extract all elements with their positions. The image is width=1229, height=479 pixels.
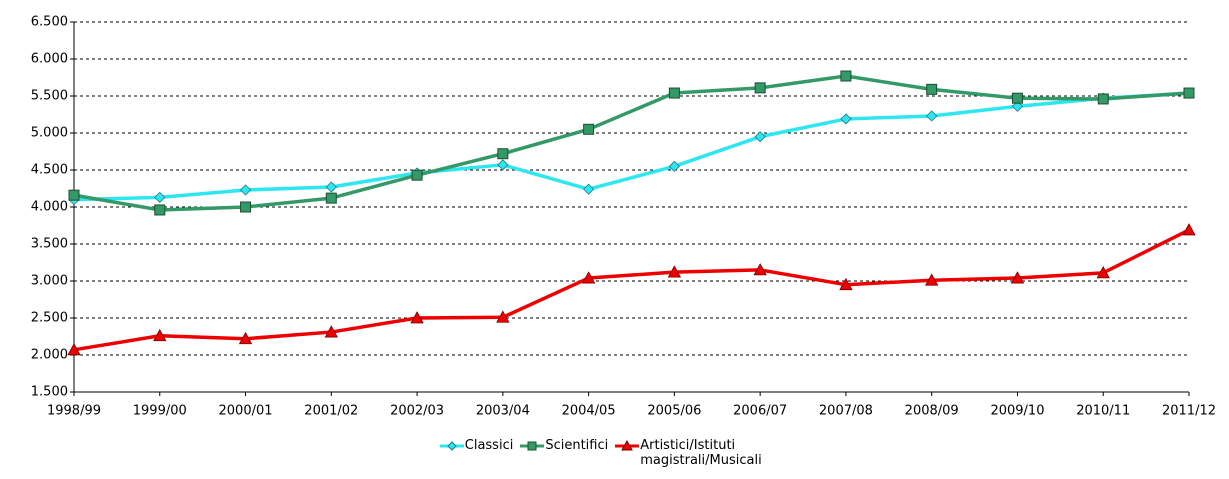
x-tick-label: 2001/02 xyxy=(304,404,358,419)
x-tick-label: 2010/11 xyxy=(1076,404,1130,419)
legend-icon xyxy=(615,440,640,451)
x-tick-label: 2002/03 xyxy=(390,404,444,419)
legend-item: Classici xyxy=(439,438,514,453)
legend-item: Artistici/Istituti magistrali/Musicali xyxy=(614,438,790,468)
marker xyxy=(324,325,338,338)
legend-label: Artistici/Istituti magistrali/Musicali xyxy=(640,438,762,468)
marker xyxy=(154,204,166,216)
y-tick-label: 4.000 xyxy=(31,200,68,215)
x-tick-label: 2007/08 xyxy=(819,404,873,419)
x-tick-label: 2011/12 xyxy=(1162,404,1216,419)
chart: 1.500 2.000 2.500 3.000 3.500 4.000 4.500 5.000… xyxy=(31,15,1216,419)
legend-marker xyxy=(527,441,537,451)
marker xyxy=(581,271,596,284)
legend-marker xyxy=(447,441,457,451)
x-tick-label: 2008/09 xyxy=(905,404,959,419)
marker xyxy=(497,148,509,160)
marker xyxy=(496,310,510,323)
y-tick-label: 2.000 xyxy=(31,348,68,363)
marker xyxy=(153,328,167,342)
marker xyxy=(154,191,166,203)
marker xyxy=(583,183,595,195)
marker xyxy=(325,192,337,204)
marker xyxy=(497,159,509,171)
series-line xyxy=(73,91,1190,202)
marker xyxy=(754,82,766,94)
y-tick-label: 6.500 xyxy=(31,15,68,30)
legend-item: Scientifici xyxy=(519,438,608,453)
marker xyxy=(1011,100,1024,112)
y-tick-label: 3.000 xyxy=(31,274,68,289)
series-line xyxy=(73,74,1190,212)
y-tick-label: 2.500 xyxy=(31,311,68,326)
marker xyxy=(240,201,252,213)
marker xyxy=(754,131,766,143)
x-tick-label: 1998/99 xyxy=(47,404,101,419)
marker xyxy=(68,189,80,201)
legend-marker xyxy=(621,440,634,451)
y-tick-label: 3.500 xyxy=(31,237,68,252)
legend: Classici Scientifici Artistici/Istituti ma… xyxy=(0,438,1229,468)
marker xyxy=(325,181,337,193)
y-tick-label: 6.000 xyxy=(31,52,68,67)
marker xyxy=(1096,266,1110,279)
legend-label: Classici xyxy=(464,438,514,453)
marker xyxy=(1183,87,1195,99)
y-tick-label: 1.500 xyxy=(31,385,68,400)
y-tick-label: 5.000 xyxy=(31,126,68,141)
marker xyxy=(840,70,852,82)
x-tick-label: 2003/04 xyxy=(476,404,530,419)
marker xyxy=(926,110,938,122)
marker xyxy=(1010,271,1025,284)
x-tick-label: 2009/10 xyxy=(990,404,1044,419)
marker xyxy=(239,184,252,196)
marker xyxy=(667,265,682,278)
marker xyxy=(1097,93,1109,105)
marker xyxy=(668,160,680,172)
marker xyxy=(583,123,595,135)
marker xyxy=(411,169,423,181)
legend-icon xyxy=(439,441,464,451)
series-line xyxy=(73,228,1190,352)
x-tick-label: 2006/07 xyxy=(733,404,787,419)
marker xyxy=(840,113,852,125)
x-tick-label: 2004/05 xyxy=(562,404,616,419)
marker xyxy=(1011,92,1023,104)
marker xyxy=(238,331,253,345)
x-tick-label: 1999/00 xyxy=(133,404,187,419)
marker xyxy=(1182,223,1196,236)
legend-label: Scientifici xyxy=(545,438,609,453)
marker xyxy=(67,342,81,356)
marker xyxy=(926,83,938,95)
marker xyxy=(753,263,767,276)
marker xyxy=(839,277,853,291)
marker xyxy=(668,87,680,99)
y-tick-label: 5.500 xyxy=(31,89,68,104)
x-tick-label: 2005/06 xyxy=(647,404,701,419)
marker xyxy=(410,311,424,324)
x-tick-label: 2000/01 xyxy=(219,404,273,419)
legend-icon xyxy=(520,441,545,451)
marker xyxy=(925,273,939,286)
y-tick-label: 4.500 xyxy=(31,163,68,178)
